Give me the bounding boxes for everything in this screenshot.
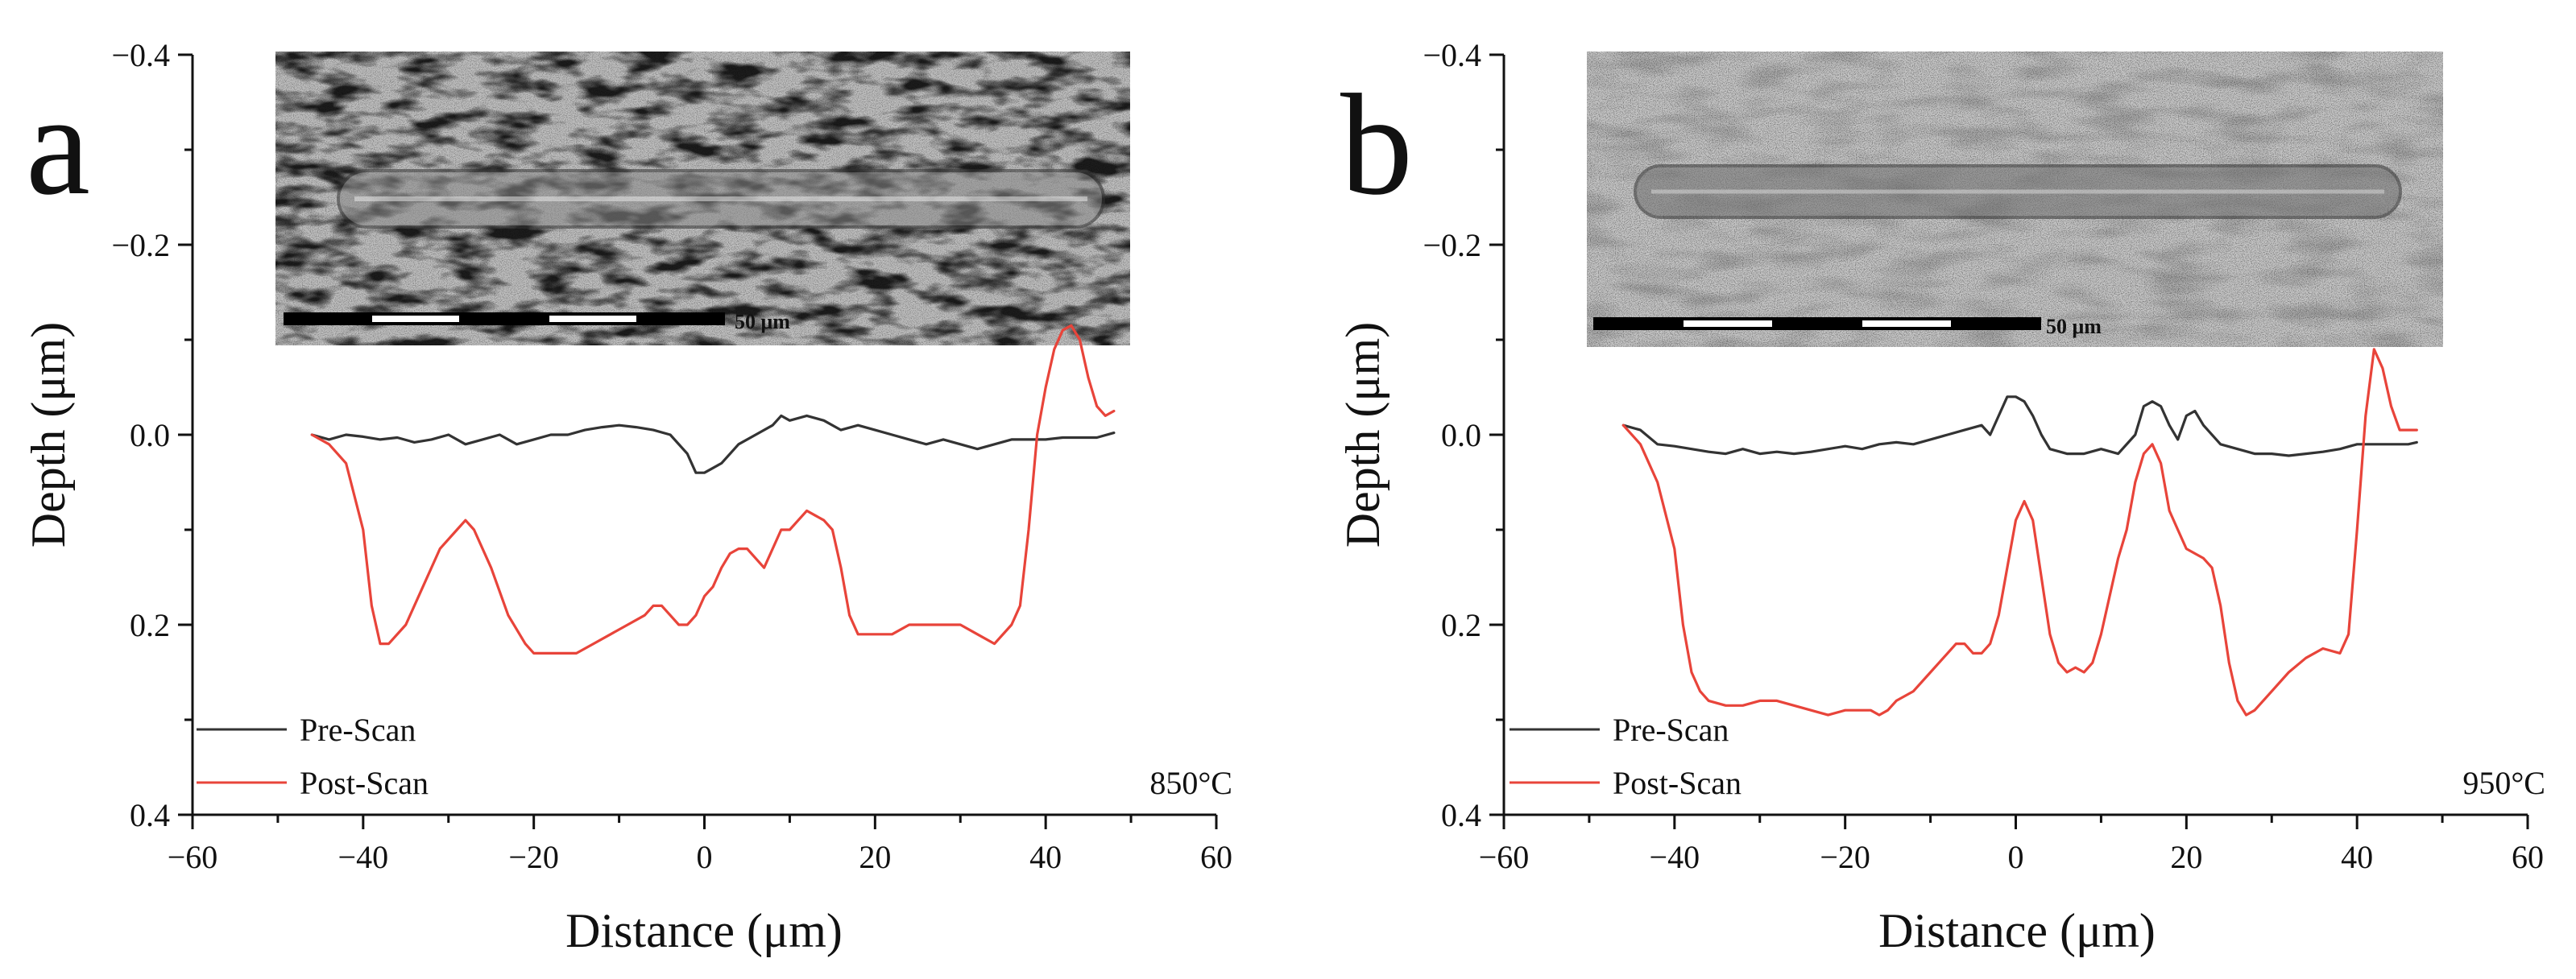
- y-tick-label-a: −0.2: [111, 227, 170, 263]
- series-a: [310, 324, 1116, 655]
- x-tick-label-b: −40: [1650, 839, 1700, 875]
- x-tick-label-a: −60: [168, 839, 218, 875]
- x-tick-label-b: −60: [1479, 839, 1530, 875]
- scale-bar-a: 50 μm: [284, 310, 790, 333]
- pre-scan-line-a: [310, 414, 1116, 474]
- x-tick-label-a: 0: [697, 839, 713, 875]
- y-tick-label-a: 0.4: [130, 797, 170, 833]
- scale-bar-label-b: 50 μm: [2046, 315, 2102, 338]
- legend-a: Pre-Scan Post-Scan: [197, 712, 429, 801]
- legend-label-post-a: Post-Scan: [300, 765, 429, 801]
- series-b: [1621, 348, 2418, 717]
- legend-label-post-b: Post-Scan: [1613, 765, 1741, 801]
- x-tick-label-b: −20: [1820, 839, 1870, 875]
- y-tick-label-b: −0.2: [1423, 227, 1481, 263]
- temperature-label-b: 950°C: [2462, 765, 2545, 801]
- legend-label-pre-a: Pre-Scan: [300, 712, 416, 748]
- post-scan-line-a: [310, 324, 1116, 655]
- y-tick-label-a: 0.0: [130, 417, 170, 453]
- y-tick-label-a: 0.2: [130, 607, 170, 643]
- y-tick-label-b: 0.2: [1441, 607, 1481, 643]
- panel-a: a 50 μm −60 −40 −20 0 20 40 60 −0.4 −0.2 0.0 0.2 0.…: [22, 37, 1232, 957]
- x-tick-label-a: −20: [508, 839, 559, 875]
- y-axis-label-a: Depth (μm): [22, 322, 75, 547]
- micrograph-inset-a: 50 μm: [275, 52, 1130, 345]
- pre-scan-line-b: [1621, 395, 2418, 457]
- x-axis-label-b: Distance (μm): [1878, 904, 2156, 957]
- x-tick-label-a: −40: [338, 839, 389, 875]
- x-tick-label-b: 0: [2008, 839, 2024, 875]
- legend-label-pre-b: Pre-Scan: [1613, 712, 1729, 748]
- panel-label-b: b: [1340, 64, 1413, 225]
- y-axis-label-b: Depth (μm): [1336, 322, 1389, 547]
- panel-b: b 50 μm −60 −40 −20 0 20 40 60 −0.4 −0.2 0.0 0.2 0.…: [1336, 37, 2545, 957]
- x-axis-label-a: Distance (μm): [565, 904, 843, 957]
- axes-b: −60 −40 −20 0 20 40 60 −0.4 −0.2 0.0 0.2 0.4: [1423, 37, 2544, 875]
- legend-b: Pre-Scan Post-Scan: [1510, 712, 1741, 801]
- post-scan-line-b: [1621, 348, 2418, 717]
- x-tick-label-b: 60: [2512, 839, 2544, 875]
- x-tick-label-b: 40: [2341, 839, 2373, 875]
- micrograph-inset-b: 50 μm: [1587, 52, 2443, 347]
- y-tick-label-b: −0.4: [1423, 37, 1481, 73]
- y-tick-label-a: −0.4: [111, 37, 170, 73]
- x-tick-label-a: 40: [1029, 839, 1062, 875]
- temperature-label-a: 850°C: [1149, 765, 1232, 801]
- panel-label-a: a: [26, 64, 90, 225]
- y-tick-label-b: 0.0: [1441, 417, 1481, 453]
- x-tick-label-a: 60: [1200, 839, 1232, 875]
- x-tick-label-a: 20: [859, 839, 891, 875]
- scale-bar-label-a: 50 μm: [735, 310, 790, 333]
- y-tick-label-b: 0.4: [1441, 797, 1481, 833]
- axes-a: −60 −40 −20 0 20 40 60 −0.4 −0.2 0.0 0.2 0.4: [111, 37, 1232, 875]
- scale-bar-b: 50 μm: [1593, 315, 2102, 338]
- x-tick-label-b: 20: [2170, 839, 2202, 875]
